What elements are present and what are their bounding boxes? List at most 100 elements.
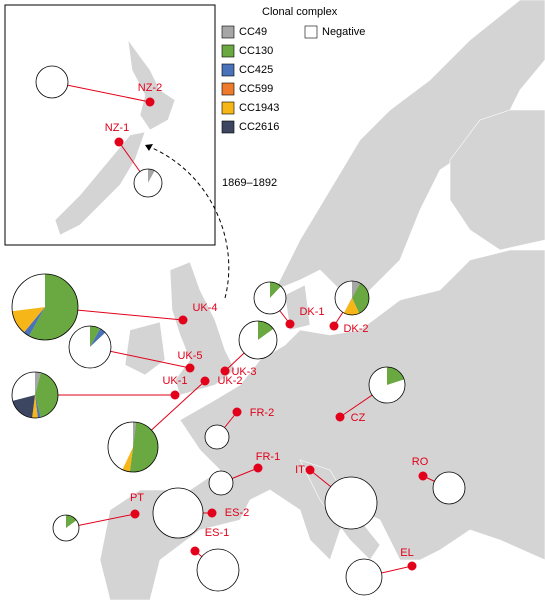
finland — [449, 109, 545, 251]
pie-outline — [345, 558, 383, 596]
legend-label: Negative — [322, 26, 365, 38]
site-label: UK-4 — [192, 302, 217, 314]
pie-outline — [334, 280, 370, 316]
pie-slice — [433, 472, 465, 504]
pie-outline — [208, 470, 234, 496]
legend-label: CC49 — [239, 26, 267, 38]
pie-slice — [129, 422, 158, 472]
site-dot — [190, 546, 200, 556]
pie-slice — [29, 274, 79, 340]
pie-slice — [12, 372, 35, 401]
pie-outline — [133, 168, 163, 198]
site-dot — [130, 509, 140, 519]
legend-swatch — [221, 82, 235, 96]
pie-outline — [196, 548, 240, 592]
mainland — [99, 249, 545, 601]
pie-outline — [52, 514, 80, 542]
pie-slice — [369, 367, 405, 403]
pie-slice — [352, 283, 369, 314]
pie-slice — [343, 298, 360, 316]
annotation: 1869–1892 — [222, 177, 277, 189]
pie-slice — [270, 282, 281, 298]
site-label: DK-2 — [343, 323, 368, 335]
pie-slice — [197, 549, 239, 591]
pie-slice — [23, 307, 45, 336]
pie-slice — [107, 421, 133, 470]
pie-slice — [66, 515, 77, 528]
pie-slice — [53, 515, 80, 541]
site-dot — [285, 319, 295, 329]
site-label: UK-3 — [231, 366, 256, 378]
legend-label: CC599 — [239, 83, 273, 95]
site-label: FR-2 — [250, 407, 274, 419]
pie-slice — [205, 425, 229, 449]
nz-north — [127, 39, 176, 131]
site-dot — [232, 407, 242, 417]
pie-outline — [107, 421, 159, 473]
site-label: RO — [412, 456, 429, 468]
leader-line — [51, 81, 151, 103]
legend-label: CC130 — [239, 45, 273, 57]
site-label: NZ-1 — [105, 122, 129, 134]
pie-slice — [90, 328, 106, 347]
legend-swatch — [221, 63, 235, 77]
legend-swatch — [304, 25, 318, 39]
pie-slice — [12, 307, 45, 333]
pie-outline — [238, 320, 278, 360]
site-label: DK-1 — [299, 306, 324, 318]
pie-slice — [134, 169, 162, 197]
site-label: UK-2 — [217, 375, 242, 387]
pie-slice — [153, 488, 203, 538]
pie-slice — [387, 367, 405, 385]
pie-slice — [254, 282, 287, 314]
pie-slice — [239, 321, 278, 359]
legend-label: CC1943 — [239, 102, 279, 114]
nz-south — [54, 131, 146, 236]
site-dot — [305, 465, 315, 475]
site-dot — [335, 412, 345, 422]
site-dot — [407, 561, 417, 571]
pie-slice — [352, 281, 361, 298]
pie-slice — [35, 372, 41, 395]
site-label: NZ-2 — [138, 82, 162, 94]
site-label: PT — [130, 492, 144, 504]
site-label: ES-1 — [205, 527, 229, 539]
pie-outline — [368, 366, 406, 404]
pie-slice — [335, 281, 352, 313]
transfer-arrow — [144, 144, 230, 299]
legend-title: Clonal complex — [262, 6, 338, 18]
pie-slice — [36, 66, 68, 98]
pie-outline — [11, 273, 79, 341]
site-dot — [178, 315, 188, 325]
legend-swatch — [221, 44, 235, 58]
site-label: EL — [400, 547, 413, 559]
denmark — [284, 284, 311, 331]
pie-slice — [122, 447, 133, 472]
legend-swatch — [221, 25, 235, 39]
pie-slice — [258, 321, 274, 340]
legend-label: CC425 — [239, 64, 273, 76]
pie-slice — [209, 471, 233, 495]
site-dot — [329, 321, 339, 331]
site-label: FR-1 — [256, 451, 280, 463]
site-dot — [253, 463, 263, 473]
pie-outline — [35, 65, 69, 99]
pie-slice — [69, 326, 111, 369]
site-label: ES-2 — [225, 507, 249, 519]
pie-slice — [133, 421, 137, 447]
pie-outline — [152, 487, 204, 539]
pie-slice — [32, 395, 38, 418]
pie-slice — [325, 477, 377, 529]
arrow-head — [145, 144, 153, 151]
pie-outline — [432, 471, 466, 505]
site-label: UK-5 — [177, 350, 202, 362]
pie-outline — [204, 424, 230, 450]
pie-slice — [12, 395, 35, 418]
site-dot — [200, 376, 210, 386]
inset-frame — [4, 4, 216, 246]
site-label: CZ — [351, 412, 366, 424]
site-dot — [145, 97, 155, 107]
site-dot — [185, 363, 195, 373]
pie-outline — [68, 325, 112, 369]
